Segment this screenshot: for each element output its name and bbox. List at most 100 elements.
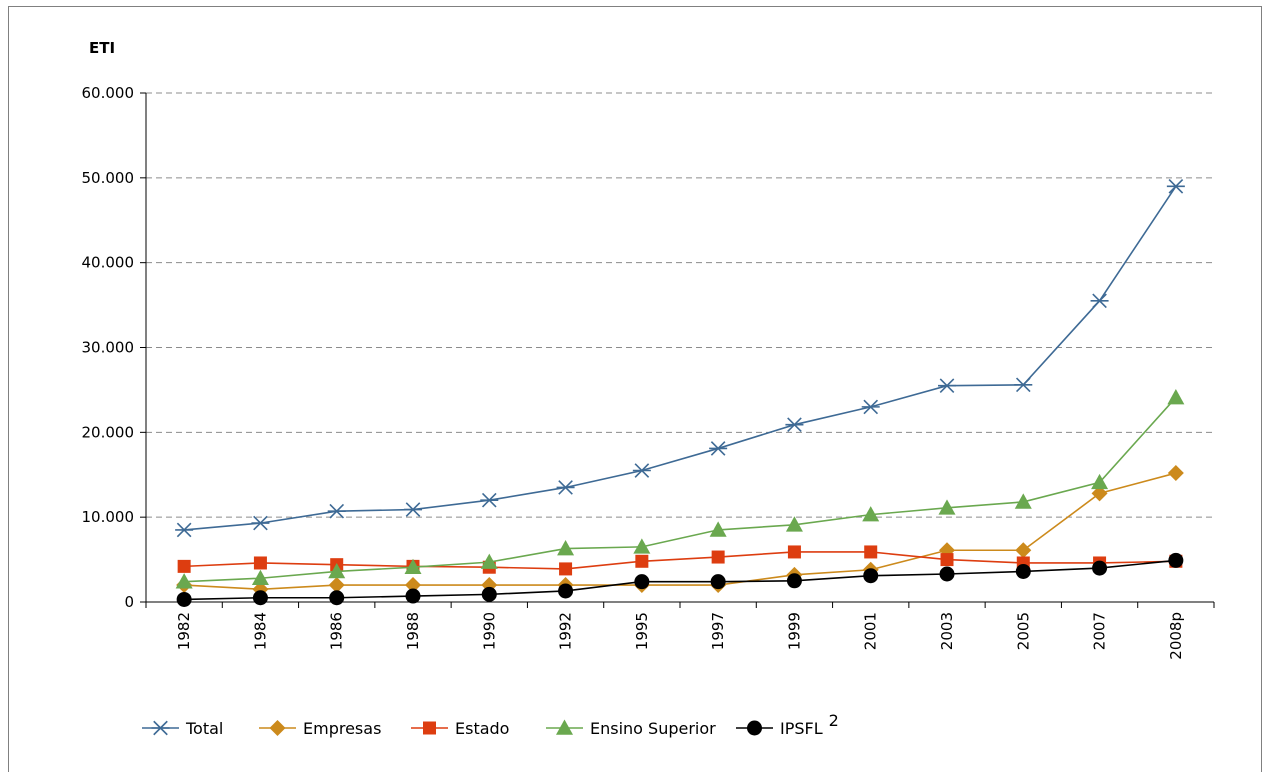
x-tick-label: 2003 — [938, 612, 956, 650]
line-chart: 0 10.000 20.000 30.000 40.000 50.000 60.000 19… — [82, 39, 1215, 738]
data-point-ipsfl — [329, 590, 345, 606]
marker-stroke — [329, 503, 345, 519]
data-point-total — [251, 515, 270, 531]
series-line-ensino-superior — [184, 397, 1177, 583]
marker-stroke — [939, 378, 955, 393]
data-point-ipsfl — [710, 574, 726, 590]
data-point-empresas — [405, 577, 421, 594]
data-point-total — [1166, 179, 1185, 194]
x-tick-label: 1992 — [557, 612, 575, 650]
legend-marker — [556, 719, 573, 735]
data-point-ipsfl — [939, 566, 955, 582]
series-total — [175, 179, 1185, 538]
x-tick-label: 1990 — [480, 612, 498, 650]
marker-stroke — [176, 522, 192, 538]
marker-stroke — [1168, 179, 1184, 194]
data-point-ipsfl — [786, 573, 802, 589]
series-line-ipsfl — [184, 559, 1176, 601]
x-tick-label: 2005 — [1014, 612, 1032, 650]
data-point-ensino-superior — [1091, 473, 1109, 490]
data-point-total — [404, 502, 422, 517]
data-point-total — [327, 503, 346, 519]
data-point-empresas — [1167, 465, 1184, 482]
data-point-estado — [253, 556, 267, 570]
data-point-total — [556, 480, 575, 495]
y-tick-label: 50.000 — [82, 169, 135, 187]
marker-stroke — [481, 492, 497, 508]
y-tick-label: 40.000 — [82, 254, 135, 272]
data-point-ensino-superior — [709, 521, 727, 537]
x-tick-label: 1995 — [633, 612, 651, 650]
y-axis-label: ETI — [89, 39, 115, 57]
data-point-total — [709, 441, 728, 456]
data-point-total — [175, 522, 194, 538]
legend-marker — [747, 720, 762, 736]
data-point-ipsfl — [252, 590, 268, 606]
data-point-ensino-superior — [251, 569, 269, 586]
x-tick-label: 2007 — [1091, 612, 1109, 650]
chart-frame: 0 10.000 20.000 30.000 40.000 50.000 60.000 19… — [8, 6, 1262, 772]
data-point-ipsfl — [176, 591, 192, 607]
legend-label: Estado — [455, 719, 509, 738]
y-tick-label: 10.000 — [82, 508, 135, 526]
legend-label: Total — [185, 719, 223, 738]
series-ipsfl — [176, 552, 1184, 607]
x-tick-label: 1982 — [175, 612, 193, 650]
legend-superscript: 2 — [829, 711, 839, 730]
x-tick-label: 2008p — [1167, 612, 1185, 660]
series-line-total — [184, 185, 1177, 531]
legend-item-estado: Estado — [411, 719, 509, 738]
data-point-estado — [177, 559, 191, 573]
x-tick-label: 1997 — [709, 612, 727, 650]
data-point-ipsfl — [634, 574, 650, 590]
data-point-ensino-superior — [480, 553, 498, 569]
series-group — [175, 179, 1185, 607]
x-tick-label: 1984 — [251, 612, 269, 650]
data-point-ipsfl — [1092, 560, 1108, 576]
legend-marker — [423, 721, 436, 735]
marker-stroke — [253, 515, 268, 531]
data-point-estado — [787, 545, 801, 559]
legend-label: Ensino Superior — [590, 719, 716, 738]
data-point-ensino-superior — [1014, 493, 1032, 509]
marker-stroke — [1015, 377, 1031, 393]
marker-stroke — [558, 480, 573, 495]
data-point-ipsfl — [863, 568, 879, 584]
data-point-estado — [711, 550, 725, 564]
data-point-ipsfl — [481, 586, 497, 602]
data-point-estado — [559, 562, 573, 576]
legend-item-empresas: Empresas — [259, 719, 381, 738]
data-point-ensino-superior — [1167, 389, 1185, 405]
x-tick-label: 2001 — [862, 612, 880, 650]
y-tick-label: 60.000 — [82, 84, 135, 102]
data-point-ipsfl — [1168, 552, 1184, 568]
y-tick-label: 20.000 — [82, 423, 135, 441]
series-line-empresas — [184, 472, 1177, 591]
gridlines — [146, 92, 1214, 518]
data-point-estado — [635, 554, 649, 568]
marker-stroke — [863, 399, 879, 415]
y-tick-label: 30.000 — [82, 339, 135, 357]
series-line-estado — [184, 551, 1176, 570]
legend-label: Empresas — [303, 719, 381, 738]
series-empresas — [176, 465, 1184, 598]
data-point-ipsfl — [1015, 563, 1031, 579]
marker-stroke — [153, 720, 168, 736]
data-point-empresas — [1015, 542, 1032, 559]
data-point-ensino-superior — [633, 538, 651, 554]
data-point-ipsfl — [558, 583, 574, 599]
x-tick-label: 1986 — [328, 612, 346, 650]
y-tick-label: 0 — [124, 593, 134, 611]
legend-marker — [151, 720, 170, 736]
data-point-total — [632, 463, 651, 478]
legend-item-ensino-superior: Ensino Superior — [546, 719, 716, 738]
legend-label: IPSFL — [780, 719, 823, 738]
legend-item-total: Total — [142, 719, 223, 738]
marker-stroke — [1092, 293, 1107, 309]
marker-stroke — [405, 502, 421, 517]
series-ensino-superior — [175, 389, 1185, 589]
legend-item-ipsfl: IPSFL 2 — [736, 711, 839, 738]
series-estado — [177, 545, 1183, 576]
data-point-total — [785, 417, 804, 433]
data-point-ensino-superior — [328, 562, 346, 579]
